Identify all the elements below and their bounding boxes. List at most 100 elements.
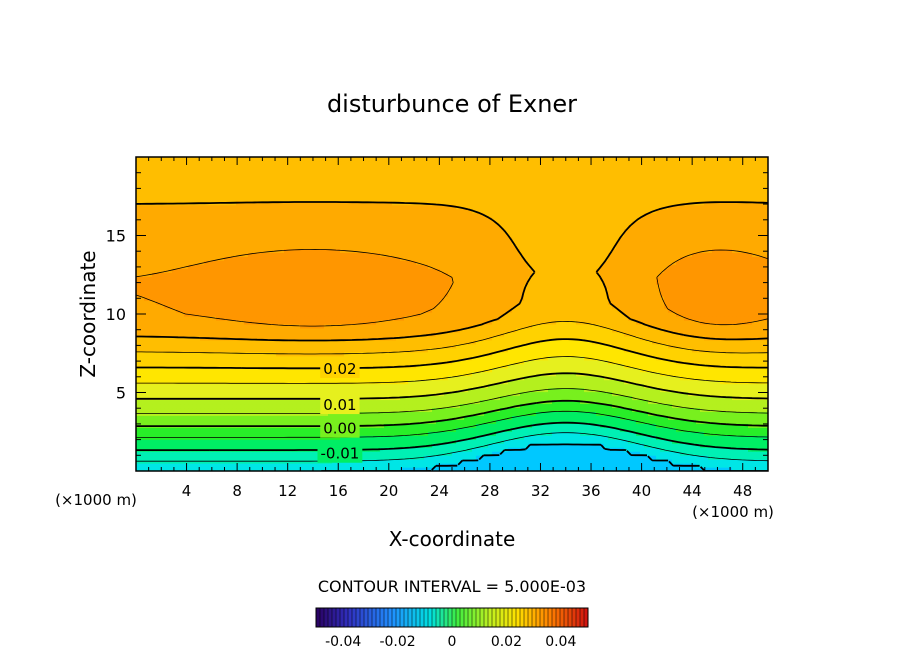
contour-cell — [364, 399, 369, 405]
contour-cell — [416, 443, 421, 448]
contour-cell — [184, 363, 189, 369]
contour-cell — [716, 443, 721, 448]
contour-cell — [452, 435, 457, 440]
contour-cell — [148, 387, 153, 393]
contour-cell — [212, 367, 217, 373]
contour-cell — [204, 431, 209, 436]
contour-cell — [376, 379, 381, 385]
contour-cell — [456, 367, 461, 373]
contour-cell — [224, 443, 229, 448]
contour-cell — [368, 351, 373, 357]
contour-cell — [624, 423, 629, 428]
contour-cell — [648, 355, 653, 361]
contour-cell — [140, 431, 145, 436]
contour-cell — [676, 407, 681, 412]
contour-cell — [476, 355, 481, 361]
contour-cell — [168, 367, 173, 373]
contour-cell — [272, 367, 277, 373]
contour-cell — [300, 395, 305, 401]
contour-cell — [480, 391, 485, 397]
contour-cell — [244, 367, 249, 373]
contour-cell — [204, 451, 209, 456]
contour-cell — [412, 463, 417, 468]
contour-cell — [296, 407, 301, 412]
contour-cell — [736, 371, 741, 377]
contour-cell — [664, 355, 669, 361]
contour-cell — [600, 455, 605, 460]
contour-cell — [372, 391, 377, 397]
contour-cell — [260, 407, 265, 412]
contour-cell — [148, 375, 153, 381]
contour-cell — [492, 347, 497, 353]
contour-cell — [196, 463, 201, 468]
contour-cell — [444, 363, 449, 369]
contour-cell — [420, 371, 425, 377]
contour-cell — [688, 387, 693, 393]
contour-cell — [580, 407, 585, 412]
contour-cell — [296, 383, 301, 389]
contour-cell — [284, 443, 289, 448]
contour-cell — [592, 451, 597, 456]
contour-cell — [164, 375, 169, 381]
contour-cell — [600, 403, 605, 409]
contour-cell — [188, 343, 193, 349]
contour-cell — [304, 395, 309, 401]
contour-cell — [596, 447, 601, 452]
contour-cell — [696, 363, 701, 369]
contour-cell — [636, 463, 641, 468]
contour-cell — [476, 387, 481, 393]
contour-cell — [704, 419, 709, 424]
contour-cell — [628, 371, 633, 377]
contour-cell — [444, 451, 449, 456]
contour-cell — [704, 367, 709, 373]
contour-cell — [636, 387, 641, 393]
contour-cell — [376, 351, 381, 357]
contour-cell — [316, 399, 321, 405]
contour-cell — [468, 351, 473, 357]
contour-cell — [612, 359, 617, 365]
contour-cell — [308, 367, 313, 373]
contour-cell — [728, 411, 733, 416]
contour-cell — [208, 407, 213, 412]
contour-cell — [688, 359, 693, 365]
contour-cell — [584, 463, 589, 468]
contour-cell — [412, 411, 417, 416]
contour-cell — [496, 375, 501, 381]
contour-cell — [532, 403, 537, 409]
contour-cell — [220, 379, 225, 385]
contour-cell — [624, 435, 629, 440]
contour-cell — [508, 367, 513, 373]
contour-cell — [516, 347, 521, 353]
contour-cell — [576, 415, 581, 420]
contour-cell — [224, 343, 229, 349]
contour-cell — [312, 391, 317, 397]
contour-cell — [188, 427, 193, 432]
contour-cell — [568, 359, 573, 365]
contour-cell — [744, 403, 749, 409]
contour-cell — [568, 423, 573, 428]
contour-cell — [312, 455, 317, 460]
contour-cell — [480, 399, 485, 405]
contour-cell — [636, 423, 641, 428]
contour-cell — [752, 399, 757, 405]
contour-cell — [400, 447, 405, 452]
contour-cell — [252, 403, 257, 409]
contour-cell — [336, 387, 341, 393]
contour-cell — [272, 431, 277, 436]
contour-cell — [576, 395, 581, 401]
contour-cell — [652, 351, 657, 357]
contour-cell — [676, 375, 681, 381]
contour-cell — [416, 395, 421, 401]
contour-cell — [764, 419, 768, 424]
contour-cell — [552, 403, 557, 409]
contour-cell — [208, 343, 213, 349]
contour-cell — [712, 387, 717, 393]
contour-cell — [384, 359, 389, 365]
contour-cell — [228, 375, 233, 381]
contour-cell — [648, 423, 653, 428]
contour-cell — [448, 435, 453, 440]
contour-cell — [216, 439, 221, 444]
contour-cell — [628, 375, 633, 381]
contour-cell — [548, 359, 553, 365]
contour-cell — [332, 387, 337, 393]
